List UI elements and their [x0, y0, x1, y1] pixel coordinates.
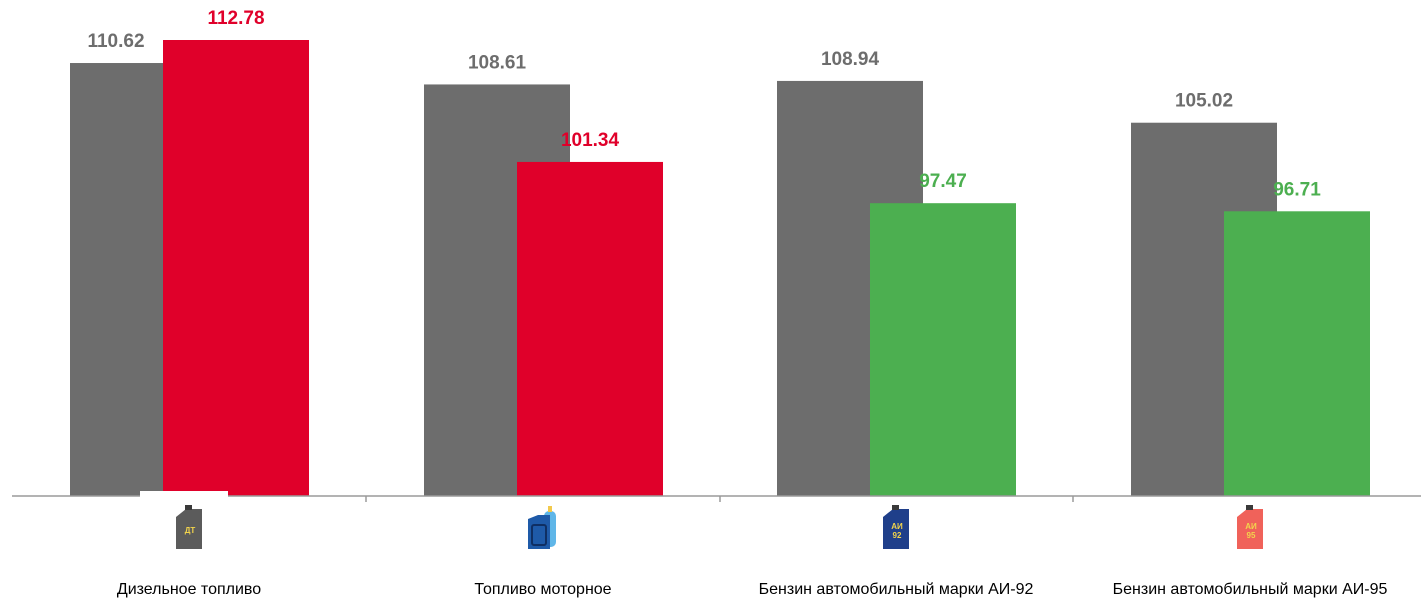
category-label-2: Топливо моторное — [474, 581, 611, 598]
value-label-series2-2: 101.34 — [561, 130, 620, 151]
svg-text:95: 95 — [1247, 531, 1256, 540]
value-label-series1-3: 108.94 — [821, 49, 880, 70]
svg-text:ДТ: ДТ — [185, 526, 196, 535]
x-axis-ticks — [365, 496, 1074, 502]
diesel-canister-icon: ДТ — [176, 505, 202, 549]
svg-text:АИ: АИ — [1245, 522, 1257, 531]
bar-series2-2 — [517, 161, 663, 496]
value-label-series2-1: 112.78 — [207, 8, 264, 29]
category-label-3: Бензин автомобильный марки АИ-92 — [759, 581, 1034, 598]
category-label-4: Бензин автомобильный марки АИ-95 — [1113, 581, 1388, 598]
bar-series2-3 — [870, 203, 1016, 496]
category-label-1: Дизельное топливо — [117, 581, 261, 598]
svg-text:АИ: АИ — [891, 522, 903, 531]
bar-series2-4 — [1224, 211, 1370, 496]
category-labels-layer: Дизельное топливо Топливо моторное Бензин … — [117, 581, 1388, 598]
value-label-series2-3: 97.47 — [919, 171, 967, 192]
bars-layer — [70, 40, 1370, 497]
value-label-series1-1: 110.62 — [87, 31, 144, 52]
motor-fuel-canister-icon — [528, 506, 556, 549]
value-label-series1-4: 105.02 — [1175, 91, 1233, 112]
axis-gap — [140, 491, 228, 497]
value-labels-layer: 110.62 112.78 108.61 101.34 108.94 97.47 105.0… — [87, 8, 1321, 200]
svg-text:92: 92 — [893, 531, 902, 540]
value-label-series1-2: 108.61 — [468, 52, 527, 73]
value-label-series2-4: 96.71 — [1273, 179, 1321, 200]
bar-series2-1 — [163, 40, 309, 496]
